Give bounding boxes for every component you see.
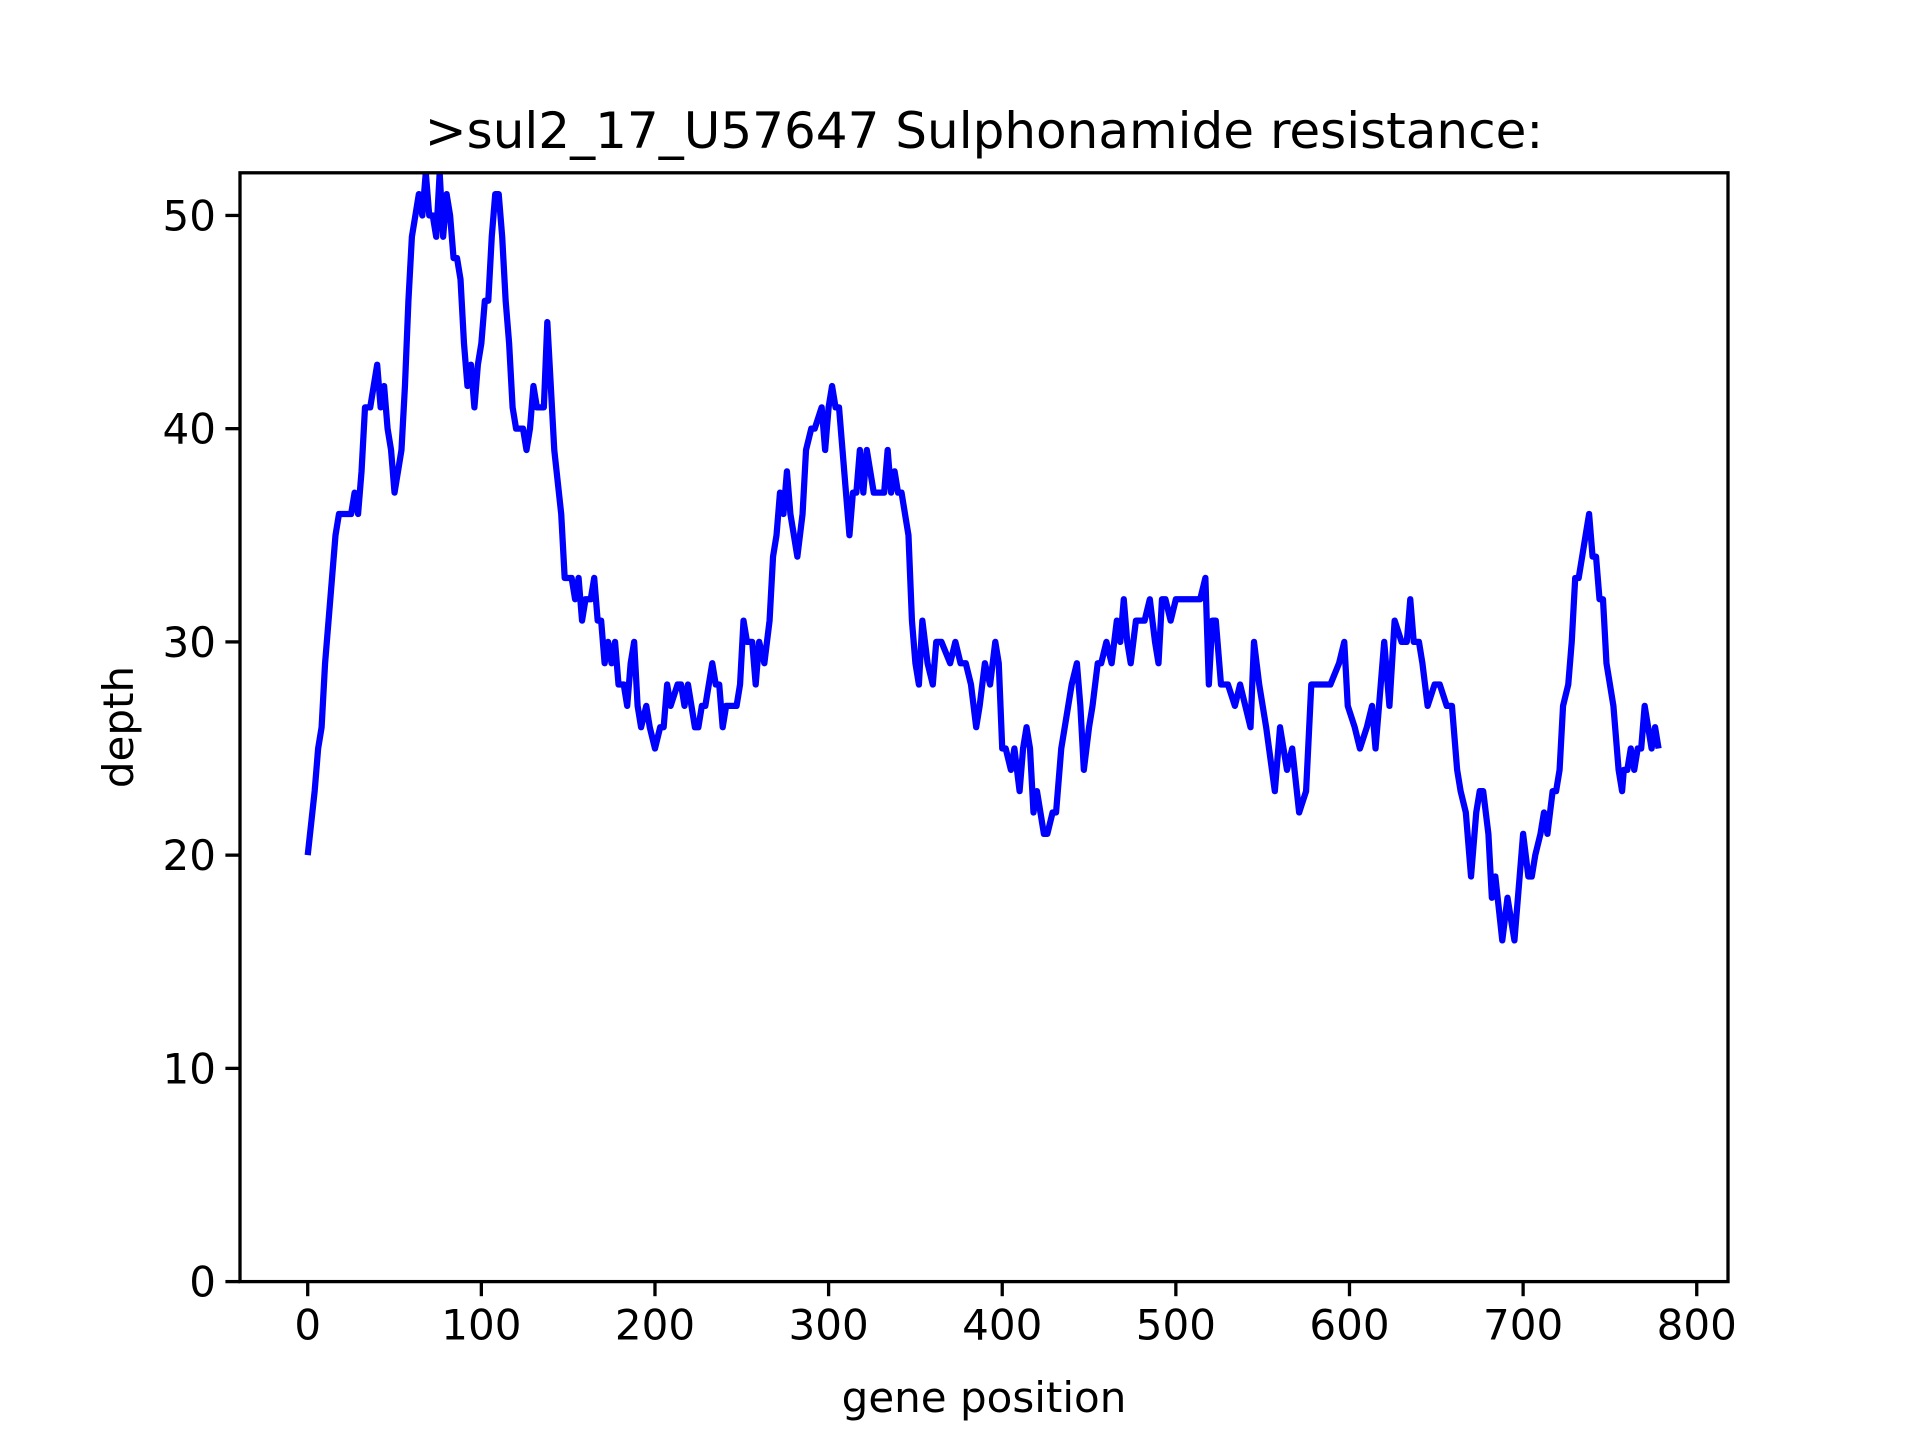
- x-tick-label: 700: [1483, 1301, 1563, 1350]
- x-tick-label: 200: [615, 1301, 695, 1350]
- x-tick-label: 600: [1309, 1301, 1389, 1350]
- y-tick-label: 10: [163, 1044, 216, 1093]
- x-tick-label: 500: [1136, 1301, 1216, 1350]
- y-tick-label: 0: [189, 1258, 216, 1307]
- data-line: [304, 172, 1662, 944]
- y-tick-label: 50: [163, 191, 216, 240]
- y-axis-label: depth: [94, 666, 143, 788]
- plot-frame: [238, 171, 1730, 1284]
- x-tick-label: 400: [962, 1301, 1042, 1350]
- chart-title: >sul2_17_U57647 Sulphonamide resistance:: [425, 102, 1543, 160]
- x-tick-label: 100: [441, 1301, 521, 1350]
- x-axis-label: gene position: [842, 1373, 1127, 1422]
- x-tick-label: 300: [789, 1301, 869, 1350]
- y-tick-label: 40: [163, 405, 216, 454]
- y-tick-label: 30: [163, 618, 216, 667]
- x-tick-label: 800: [1657, 1301, 1737, 1350]
- y-tick-label: 20: [163, 831, 216, 880]
- x-tick-label: 0: [294, 1301, 321, 1350]
